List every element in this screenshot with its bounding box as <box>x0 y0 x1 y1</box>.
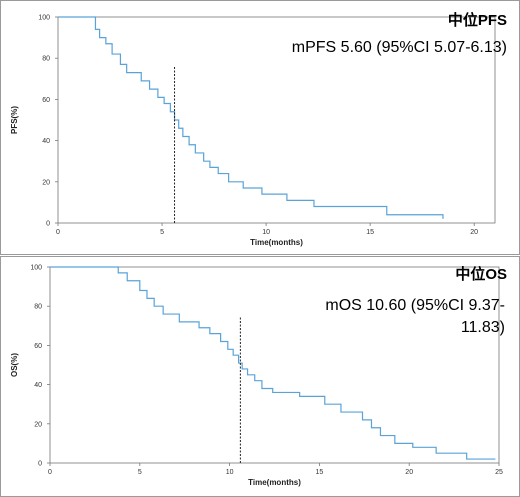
pfs-ytick-label: 100 <box>38 15 50 22</box>
os-annotation-title: 中位OS <box>455 266 507 283</box>
os-annotation-line-2: 11.83) <box>460 319 505 336</box>
os-xtick-label: 20 <box>405 469 413 476</box>
os-x-axis-label: Time(months) <box>248 478 301 487</box>
pfs-x-axis-label: Time(months) <box>250 238 303 247</box>
pfs-ytick-label: 80 <box>42 56 50 63</box>
os-ytick-label: 80 <box>34 304 42 311</box>
os-plot-frame <box>49 266 500 464</box>
os-ytick-label: 60 <box>34 343 42 350</box>
pfs-ytick-label: 20 <box>42 179 50 186</box>
pfs-plot-frame <box>57 16 496 224</box>
os-chart: 0 20 40 60 80 100 0 5 10 15 20 25 Time(months) OS(%) <box>10 265 503 488</box>
os-xtick-label: 0 <box>48 469 52 476</box>
os-xtick-label: 25 <box>495 469 503 476</box>
os-ytick-label: 100 <box>30 265 42 272</box>
pfs-xtick-label: 20 <box>470 229 478 236</box>
pfs-xtick-label: 5 <box>160 229 164 236</box>
pfs-chart: 0 20 40 60 80 100 0 5 10 15 20 Time(months) PFS(%) <box>10 15 496 247</box>
pfs-xtick-label: 10 <box>262 229 270 236</box>
os-xtick-label: 5 <box>138 469 142 476</box>
os-xtick-label: 10 <box>226 469 234 476</box>
pfs-y-axis-label: PFS(%) <box>10 106 19 134</box>
os-ytick-label: 20 <box>34 421 42 428</box>
pfs-ytick-label: 40 <box>42 138 50 145</box>
pfs-annotation-title: 中位PFS <box>447 12 507 29</box>
pfs-annotation-text: mPFS 5.60 (95%CI 5.07-6.13) <box>291 39 507 56</box>
pfs-survival-curve <box>58 16 444 219</box>
os-annotation-text: mOS 10.60 (95%CI 9.37- 11.83) <box>325 295 505 339</box>
pfs-xtick-label: 15 <box>366 229 374 236</box>
pfs-ytick-label: 60 <box>42 97 50 104</box>
os-ytick-label: 40 <box>34 382 42 389</box>
os-chart-panel: 0 20 40 60 80 100 0 5 10 15 20 25 Time(months) OS(%) … <box>0 256 520 497</box>
os-annotation-line-1: mOS 10.60 (95%CI 9.37- <box>325 297 505 314</box>
os-y-axis-label: OS(%) <box>10 353 19 377</box>
pfs-chart-panel: 0 20 40 60 80 100 0 5 10 15 20 Time(months) PFS(%) 中… <box>0 0 520 255</box>
pfs-ytick-label: 0 <box>46 221 50 228</box>
os-survival-curve <box>50 266 496 460</box>
os-ytick-label: 0 <box>38 461 42 468</box>
os-xtick-label: 15 <box>316 469 324 476</box>
pfs-xtick-label: 0 <box>56 229 60 236</box>
